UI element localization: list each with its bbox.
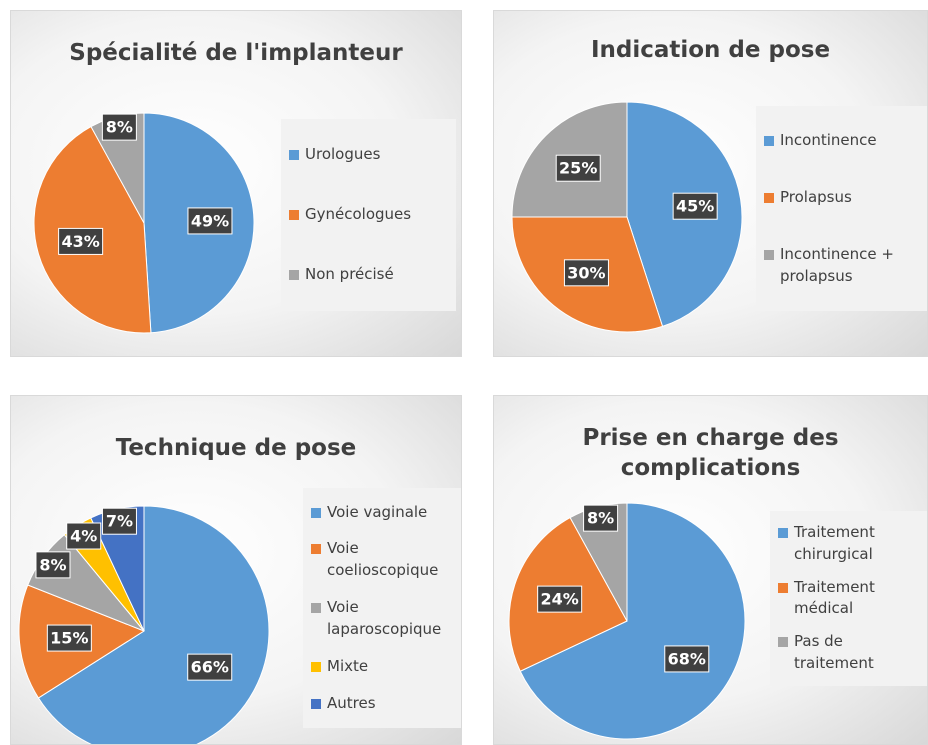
label-box [672, 192, 718, 220]
label-box [664, 645, 710, 673]
label-box [563, 259, 609, 287]
legend-item: Incontinence [764, 130, 921, 152]
data-label: 8% [587, 509, 614, 528]
data-label: 25% [559, 159, 597, 178]
chart-panel: 66% 15% 8% 4% 7% Voie vaginale Voie coelioscop… [10, 395, 462, 745]
data-label: 7% [106, 512, 133, 531]
label-box [537, 585, 583, 613]
legend-label: Voie vaginale [327, 502, 428, 521]
legend-item: Incontinence + prolapsus [764, 244, 921, 288]
legend-swatch [311, 544, 321, 555]
pie-chart: 49% 43% 8% [33, 112, 255, 334]
data-label: 49% [191, 211, 229, 230]
legend-label: Pas de traitement [794, 632, 874, 672]
legend-label: Autres [327, 693, 376, 712]
data-label: 66% [191, 658, 229, 677]
label-box [35, 551, 71, 579]
legend-item: Voie vaginale [311, 502, 455, 524]
chart-title: Spécialité de l'implanteur [69, 40, 403, 66]
legend-item: Voie coelioscopique [311, 538, 455, 582]
legend-label: Voie laparoscopique [327, 598, 442, 638]
data-label: 15% [50, 629, 88, 648]
pie-slice [37, 505, 270, 744]
chart-panel: 45% 30% 25% Incontinence Prolapsus Incontinen… [493, 10, 928, 357]
data-label: 8% [39, 555, 66, 574]
legend-swatch [778, 637, 788, 648]
legend-swatch [289, 210, 299, 221]
legend-swatch [764, 192, 774, 203]
legend-item: Urologues [289, 144, 448, 166]
label-box [66, 522, 102, 550]
legend: Urologues Gynécologues Non précisé [281, 119, 456, 311]
legend-item: Traitement chirurgical [778, 522, 921, 566]
data-label: 8% [106, 118, 133, 137]
pie-chart: 68% 24% 8% [508, 502, 746, 740]
legend-swatch [778, 582, 788, 593]
label-box [187, 207, 233, 235]
label-box [583, 504, 619, 532]
legend-swatch [311, 603, 321, 614]
legend-label: Traitement chirurgical [794, 523, 875, 564]
chart-title: Indication de pose [590, 37, 831, 63]
label-box [58, 227, 104, 255]
legend-swatch [764, 135, 774, 146]
legend: Incontinence Prolapsus Incontinence + prol… [756, 106, 927, 311]
legend-swatch [778, 528, 788, 539]
legend-swatch [311, 507, 321, 518]
legend-item: Non précisé [289, 264, 448, 286]
legend-label: Non précisé [305, 265, 394, 284]
data-label: 4% [70, 527, 97, 546]
label-box [187, 653, 233, 681]
chart-title: Technique de pose [115, 435, 357, 461]
pie-chart: 45% 30% 25% [511, 101, 743, 333]
legend-label: Gynécologues [305, 205, 412, 224]
legend-item: Prolapsus [764, 187, 921, 209]
legend-label: Mixte [327, 656, 369, 675]
legend-item: Traitement médical [778, 577, 921, 621]
chart-panel: 49% 43% 8% Urologues Gynécologues Non précisé… [10, 10, 462, 357]
legend-item: Voie laparoscopique [311, 597, 455, 641]
pie-chart: 66% 15% 8%4% 7% [18, 505, 270, 744]
legend-label: Incontinence + prolapsus [780, 244, 894, 285]
data-label: 45% [676, 197, 714, 216]
legend-label: Incontinence [780, 130, 877, 149]
pie-slice [519, 502, 746, 740]
legend-label: Voie coelioscopique [327, 539, 439, 580]
legend-swatch [289, 270, 299, 281]
data-label: 68% [668, 649, 706, 668]
legend-label: Prolapsus [780, 187, 852, 206]
label-box [101, 507, 137, 535]
legend-swatch [311, 661, 321, 672]
chart-panel: 68% 24% 8% Traitement chirurgical Traitement… [493, 395, 928, 745]
legend: Voie vaginale Voie coelioscopique Voie lap… [303, 488, 461, 728]
label-box [555, 154, 601, 182]
label-box [101, 113, 137, 141]
legend: Traitement chirurgical Traitement médical… [770, 511, 927, 686]
data-label: 43% [61, 232, 99, 251]
legend-item: Autres [311, 693, 455, 715]
legend-swatch [311, 698, 321, 709]
legend-item: Gynécologues [289, 204, 448, 226]
data-label: 30% [567, 263, 605, 282]
legend-item: Mixte [311, 656, 455, 678]
legend-label: Traitement médical [794, 577, 875, 618]
data-label: 24% [541, 590, 579, 609]
legend-swatch [764, 249, 774, 260]
legend-swatch [289, 150, 299, 161]
chart-title: Prise en charge des complications [582, 425, 839, 481]
legend-item: Pas de traitement [778, 631, 921, 675]
label-box [46, 624, 92, 652]
legend-label: Urologues [305, 145, 381, 164]
